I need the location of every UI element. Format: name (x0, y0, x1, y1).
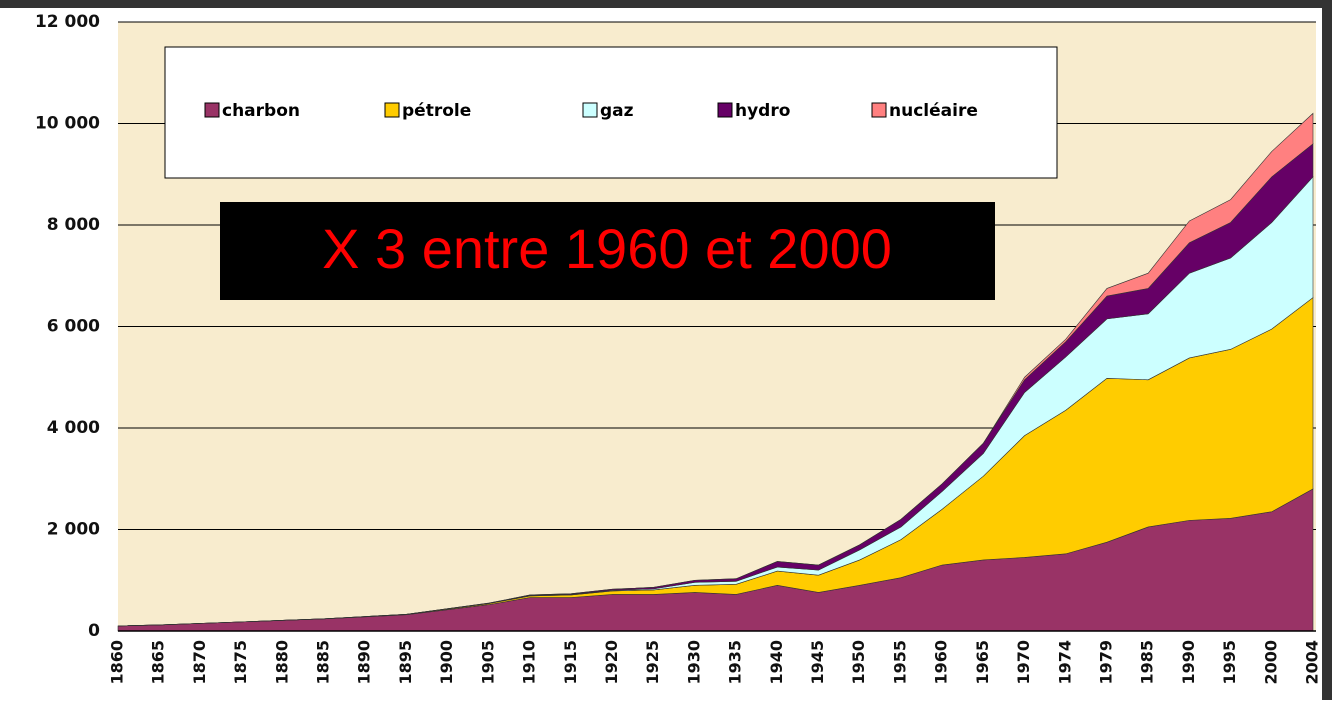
legend-swatch (871, 102, 887, 118)
x-tick-label: 2004 (1303, 640, 1322, 685)
x-tick-label: 1870 (190, 640, 209, 685)
legend-label: hydro (735, 101, 790, 121)
x-tick-label: 1985 (1138, 640, 1157, 685)
x-tick-label: 1890 (355, 640, 374, 685)
legend-swatch (582, 102, 598, 118)
y-tick-label: 4 000 (47, 418, 100, 438)
x-tick-label: 1865 (149, 640, 168, 685)
x-tick-label: 1920 (602, 640, 621, 685)
annotation: X 3 entre 1960 et 2000 (322, 217, 892, 280)
annotation-box (220, 202, 995, 300)
y-tick-label: 8 000 (47, 215, 100, 235)
x-tick-label: 1995 (1220, 640, 1239, 685)
x-tick-label: 1895 (396, 640, 415, 685)
legend-box (164, 46, 1058, 179)
legend-label: gaz (600, 101, 634, 121)
y-tick-label: 12 000 (35, 12, 100, 32)
x-tick-label: 1955 (890, 640, 909, 685)
legend-swatch (384, 102, 400, 118)
y-tick-label: 6 000 (47, 317, 100, 337)
x-tick-label: 1930 (684, 640, 703, 685)
x-tick-label: 1950 (849, 640, 868, 685)
y-tick-label: 10 000 (35, 114, 100, 134)
legend-label: pétrole (402, 101, 471, 121)
x-tick-label: 1990 (1179, 640, 1198, 685)
area (117, 112, 1314, 627)
right-frame (1322, 0, 1332, 700)
legend-swatch (717, 102, 733, 118)
x-tick-label: 1979 (1096, 640, 1115, 685)
x-tick-label: 1880 (272, 640, 291, 685)
x-tick-label: 1910 (520, 640, 539, 685)
x-tick-label: 1905 (478, 640, 497, 685)
x-tick-label: 2000 (1261, 640, 1280, 685)
x-tick-label: 1875 (231, 640, 250, 685)
x-tick-label: 1860 (108, 640, 127, 685)
y-tick-label: 0 (88, 621, 100, 641)
legend-label: charbon (222, 101, 300, 121)
x-tick-label: 1915 (561, 640, 580, 685)
x-tick-label: 1935 (726, 640, 745, 685)
x-tick-label: 1945 (808, 640, 827, 685)
x-tick-label: 1965 (973, 640, 992, 685)
x-tick-label: 1925 (643, 640, 662, 685)
x-tick-label: 1960 (932, 640, 951, 685)
x-tick-label: 1885 (314, 640, 333, 685)
x-tick-label: 1970 (1014, 640, 1033, 685)
top-frame (0, 0, 1332, 8)
legend-label: nucléaire (889, 101, 978, 121)
x-tick-label: 1900 (437, 640, 456, 685)
y-tick-label: 2 000 (47, 520, 100, 540)
legend-swatch (204, 102, 220, 118)
x-tick-label: 1974 (1055, 640, 1074, 685)
x-tick-label: 1940 (767, 640, 786, 685)
